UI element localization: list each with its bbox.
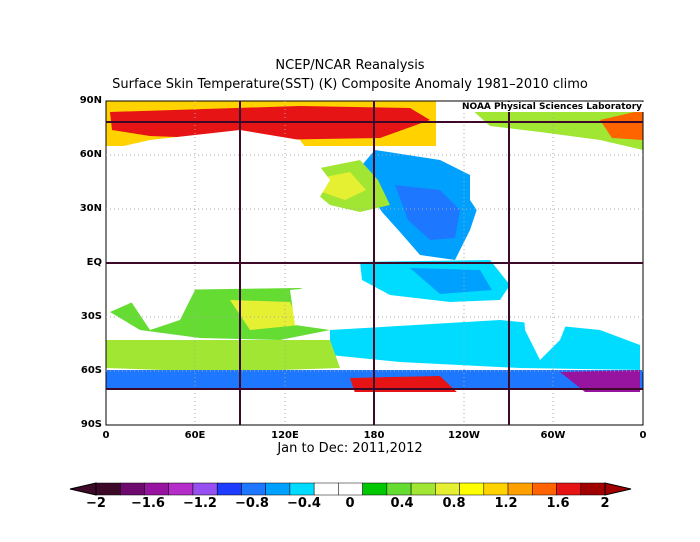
date-range-label: Jan to Dec: 2011,2012: [277, 441, 423, 456]
colorbar-label: 2: [600, 496, 610, 511]
colorbar-swatch: [216, 482, 242, 496]
colorbar-label: −1.6: [131, 496, 165, 511]
colorbar-swatch: [265, 482, 291, 496]
lon-label: 120E: [271, 430, 299, 441]
lon-label: 180: [363, 430, 385, 441]
lon-label: 120W: [448, 430, 480, 441]
credit-label: NOAA Physical Sciences Laboratory: [460, 102, 645, 112]
colorbar-swatch: [95, 482, 121, 496]
colorbar-label: −0.8: [235, 496, 269, 511]
colorbar-swatch: [144, 482, 169, 496]
colorbar-label: −1.2: [183, 496, 217, 511]
colorbar-swatch: [483, 482, 509, 496]
colorbar-swatch: [241, 482, 266, 496]
map-subtitle: Surface Skin Temperature(SST) (K) Compos…: [112, 77, 588, 92]
colorbar-swatch: [289, 482, 315, 496]
lat-label: 30N: [79, 203, 102, 214]
colorbar-swatch: [192, 482, 218, 496]
colorbar: [69, 482, 632, 496]
lat-label: 60S: [80, 365, 102, 376]
colorbar-label: 0.4: [390, 496, 414, 511]
colorbar-swatch: [168, 482, 194, 496]
lon-label: 0: [102, 430, 110, 441]
colorbar-swatch: [119, 482, 145, 496]
lat-label: EQ: [86, 257, 102, 268]
lat-label: 90S: [80, 419, 102, 430]
colorbar-label: −2: [86, 496, 106, 511]
colorbar-left-arrow: [69, 482, 97, 496]
colorbar-swatch: [580, 482, 606, 496]
lat-label: 90N: [79, 95, 102, 106]
colorbar-right-arrow: [604, 482, 632, 496]
colorbar-swatch: [532, 482, 557, 496]
colorbar-label: 0: [345, 496, 355, 511]
lon-label: 60E: [184, 430, 206, 441]
colorbar-swatch: [313, 482, 339, 496]
colorbar-label: 1.2: [494, 496, 518, 511]
map-title: NCEP/NCAR Reanalysis: [275, 58, 425, 73]
colorbar-label: −0.4: [287, 496, 321, 511]
colorbar-swatch: [386, 482, 412, 496]
colorbar-swatch: [459, 482, 485, 496]
colorbar-swatch: [362, 482, 388, 496]
colorbar-swatch: [410, 482, 436, 496]
lon-label: 60W: [540, 430, 566, 441]
colorbar-swatch: [507, 482, 533, 496]
colorbar-label: 0.8: [442, 496, 466, 511]
colorbar-swatch: [338, 482, 363, 496]
lon-label: 0: [639, 430, 647, 441]
lat-label: 30S: [80, 311, 102, 322]
colorbar-label: 1.6: [546, 496, 570, 511]
lat-label: 60N: [79, 149, 102, 160]
colorbar-swatch: [556, 482, 582, 496]
colorbar-swatch: [435, 482, 460, 496]
